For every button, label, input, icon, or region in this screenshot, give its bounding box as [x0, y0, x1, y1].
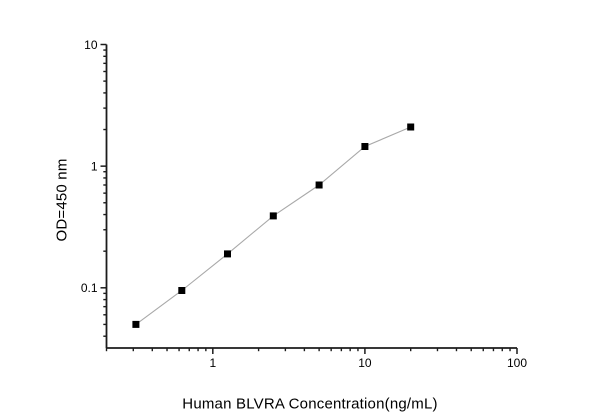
y-tick-label: 1: [91, 159, 98, 173]
data-point-marker: [269, 212, 277, 220]
data-point-marker: [315, 181, 323, 189]
data-point-marker: [224, 250, 231, 258]
y-axis-title: OD=450 nm: [53, 158, 71, 242]
series-line: [135, 126, 411, 325]
x-tick-label: 10: [358, 356, 372, 370]
x-tick-label: 1: [209, 356, 216, 370]
y-tick-label: 0.1: [81, 281, 98, 295]
y-tick-label: 10: [84, 38, 98, 52]
x-tick-label: 100: [507, 356, 527, 370]
data-point-marker: [407, 123, 415, 131]
data-point-marker: [178, 287, 186, 294]
data-point-marker: [132, 320, 140, 328]
data-point-marker: [361, 143, 369, 150]
x-axis-title: Human BLVRA Concentration(ng/mL): [182, 395, 438, 413]
